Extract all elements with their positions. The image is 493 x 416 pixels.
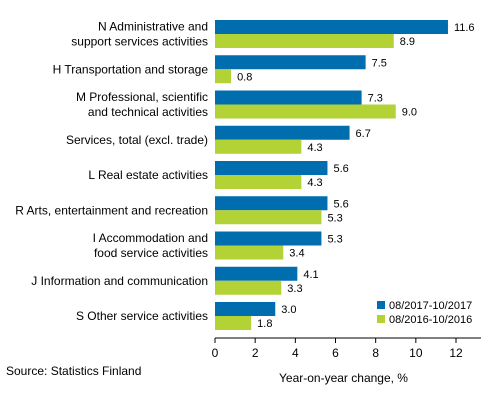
value-label: 1.8 — [257, 318, 272, 330]
source-note: Source: Statistics Finland — [6, 364, 141, 378]
x-ticks: 0 2 4 6 8 10 12 — [212, 338, 463, 360]
value-labels: 11.6 8.9 7.5 0.8 7.3 9.0 6.7 4.3 5.6 4.3 5.6 5.3 5.3… — [237, 22, 474, 330]
value-label: 4.3 — [307, 142, 322, 154]
bar — [215, 302, 276, 316]
legend: 08/2017-10/2017 08/2016-10/2016 — [377, 300, 472, 326]
bars — [215, 20, 448, 330]
category-label: J Information and communication — [31, 274, 208, 288]
bar — [215, 34, 394, 48]
category-label-line: and technical activities — [88, 105, 208, 119]
category-label-line: M Professional, scientific — [76, 90, 208, 104]
value-label: 7.3 — [368, 93, 383, 105]
category-label-line: S Other service activities — [76, 309, 208, 323]
x-tick-label: 8 — [372, 346, 379, 360]
category-labels: N Administrative and support services act… — [15, 20, 208, 324]
bar — [215, 316, 252, 330]
x-tick-label: 6 — [332, 346, 339, 360]
value-label: 11.6 — [454, 22, 475, 34]
x-tick-label: 4 — [292, 346, 299, 360]
bar — [215, 125, 350, 140]
category-label: Services, total (excl. trade) — [66, 133, 208, 147]
x-tick-label: 10 — [409, 346, 423, 360]
value-label: 4.1 — [303, 269, 318, 281]
category-label: N Administrative and support services act… — [71, 20, 208, 49]
bar — [215, 245, 284, 260]
bar — [215, 139, 302, 154]
category-label-line: support services activities — [71, 35, 208, 49]
category-label-line: I Accommodation and — [93, 231, 208, 245]
value-label: 0.8 — [237, 71, 252, 83]
category-label-line: J Information and communication — [31, 274, 208, 288]
x-axis-label: Year-on-year change, % — [279, 371, 408, 385]
value-label: 9.0 — [402, 107, 417, 119]
bar — [215, 55, 366, 70]
category-label: M Professional, scientific and technical … — [76, 90, 208, 119]
value-label: 3.3 — [287, 283, 302, 295]
category-label: I Accommodation and food service activiti… — [93, 231, 208, 260]
bar — [215, 69, 232, 84]
legend-swatch — [377, 315, 385, 323]
value-label: 3.0 — [281, 304, 296, 316]
bar — [215, 175, 302, 189]
bar — [215, 161, 328, 175]
x-tick-label: 0 — [212, 346, 219, 360]
category-label: L Real estate activities — [88, 168, 208, 182]
category-label: H Transportation and storage — [53, 62, 209, 76]
value-label: 5.3 — [327, 234, 342, 246]
bar — [215, 280, 282, 295]
value-label: 3.4 — [289, 248, 304, 260]
category-label: S Other service activities — [76, 309, 208, 323]
bar — [215, 210, 322, 225]
category-label-line: R Arts, entertainment and recreation — [15, 203, 208, 217]
x-tick-label: 2 — [252, 346, 259, 360]
bar — [215, 266, 298, 281]
legend-label: 08/2016-10/2016 — [389, 314, 472, 326]
category-label-line: food service activities — [94, 246, 208, 260]
value-label: 6.7 — [356, 128, 371, 140]
legend-label: 08/2017-10/2017 — [389, 300, 472, 312]
value-label: 5.6 — [333, 198, 348, 210]
bar — [215, 90, 362, 105]
value-label: 4.3 — [307, 177, 322, 189]
bar — [215, 231, 322, 246]
bar — [215, 196, 328, 211]
category-label: R Arts, entertainment and recreation — [15, 203, 208, 217]
category-label-line: H Transportation and storage — [53, 62, 209, 76]
value-label: 7.5 — [372, 57, 387, 69]
legend-swatch — [377, 301, 385, 309]
value-label: 5.3 — [327, 212, 342, 224]
value-label: 8.9 — [400, 36, 415, 48]
bar — [215, 104, 396, 119]
x-tick-label: 12 — [449, 346, 463, 360]
value-label: 5.6 — [333, 163, 348, 175]
category-label-line: Services, total (excl. trade) — [66, 133, 208, 147]
category-label-line: N Administrative and — [98, 20, 208, 34]
category-label-line: L Real estate activities — [88, 168, 208, 182]
bar — [215, 20, 448, 34]
